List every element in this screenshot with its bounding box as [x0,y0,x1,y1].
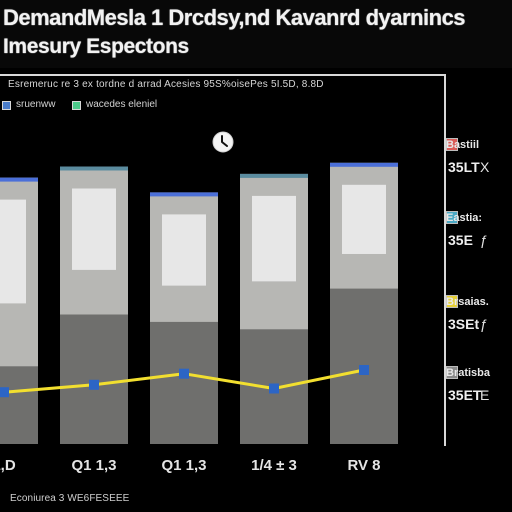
x-tick-label: Q1 1,3 [71,457,116,474]
chart-subtitle-heading: Imesury Espectons [3,35,189,58]
legend-label: sruenww [16,99,56,110]
x-tick-label: RV 8 [347,457,380,474]
side-card: Eastia: 35E ƒ [446,211,512,265]
side-card-swatch-icon [446,295,458,308]
chart-subtitle: Esremeruc re 3 ex tordne d arrad Acesies… [8,79,324,90]
legend-swatch-icon [72,101,81,110]
footer-note: Econiurea 3 WE6FESEEE [10,493,130,504]
x-tick-label: 1,D [0,457,16,474]
chart-title: DemandMesla 1 Drcdsy,nd Kavanrd dyarninc… [3,5,466,30]
side-card-value: 35ET [448,387,482,403]
side-card-label: Bastiil [446,139,480,151]
side-card-unit: E [480,387,490,403]
side-card-unit: ƒ [480,316,488,332]
side-card-value: 35LT [448,159,480,175]
side-card-swatch-icon [446,366,458,379]
chart-frame [0,74,446,446]
side-card: Brsaias. 3SEt ƒ [446,295,512,349]
side-card: Bratisba 35ET E [446,366,512,420]
side-card-label: Eastia: [446,212,483,224]
legend: sruenww wacedes eleniel [0,98,190,112]
side-card: Bastiil 35LT X [446,138,512,192]
side-card-label: Bratisba [446,367,491,379]
side-card-unit: X [480,159,490,175]
x-tick-label: Q1 1,3 [161,457,206,474]
side-card-label: Brsaias. [446,296,489,308]
side-card-swatch-icon [446,211,458,224]
legend-item: sruenww [0,98,62,112]
side-card-swatch-icon [446,138,458,151]
right-panel: Bastiil 35LT X Eastia: 35E ƒ Brsaias. 3S… [446,0,512,512]
legend-swatch-icon [2,101,11,110]
side-card-value: 3SEt [448,316,480,332]
header-panel: DemandMesla 1 Drcdsy,nd Kavanrd dyarninc… [0,0,512,68]
x-tick-label: 1/4 ± 3 [251,457,297,474]
x-axis-labels: 1,D Q1 1,3 Q1 1,3 1/4 ± 3 RV 8 [0,457,381,474]
legend-item: wacedes eleniel [70,98,170,112]
legend-label: wacedes eleniel [86,99,158,110]
side-card-value: 35E [448,232,473,248]
side-card-unit: ƒ [480,232,488,248]
